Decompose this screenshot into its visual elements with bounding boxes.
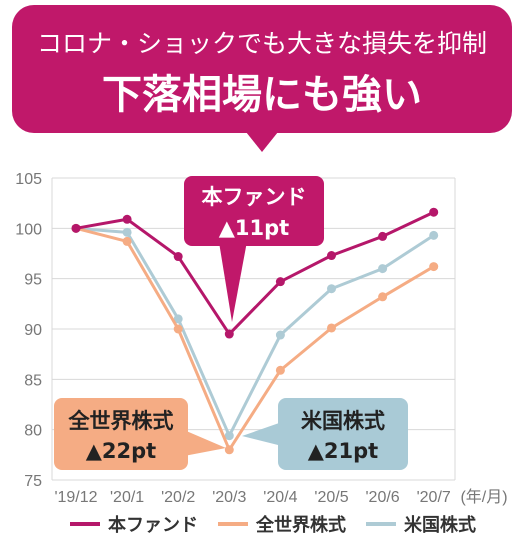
callout-world-value: ▲22pt	[86, 439, 156, 463]
x-tick-label: '20/2	[161, 489, 195, 506]
x-tick-label: '19/12	[54, 489, 97, 506]
data-point	[122, 236, 132, 246]
data-point	[122, 227, 132, 237]
data-point	[122, 214, 132, 224]
data-point	[71, 223, 81, 233]
data-point	[224, 329, 234, 339]
y-tick-label: 95	[24, 272, 42, 289]
series-lines	[71, 207, 439, 455]
y-tick-label: 90	[24, 322, 42, 339]
data-point	[173, 252, 183, 262]
data-point	[378, 292, 388, 302]
x-tick-label: '20/6	[365, 489, 399, 506]
callout-us-title: 米国株式	[301, 409, 385, 433]
y-tick-label: 100	[15, 221, 42, 238]
headline-banner: コロナ・ショックでも大きな損失を抑制 下落相場にも強い	[12, 5, 512, 152]
data-point	[378, 264, 388, 274]
y-axis-ticks: 75 80 85 90 95 100 105	[15, 171, 42, 490]
data-point	[327, 251, 336, 261]
data-point	[429, 230, 439, 240]
legend-label: 本ファンド	[108, 514, 198, 536]
data-point	[378, 231, 388, 241]
data-point	[224, 431, 234, 441]
y-tick-label: 85	[24, 372, 42, 389]
legend-label: 全世界株式	[255, 514, 346, 536]
legend-label: 米国株式	[404, 514, 476, 536]
data-point	[224, 445, 234, 455]
data-point	[173, 324, 183, 334]
callout-world-title: 全世界株式	[68, 409, 174, 433]
headline-line1: コロナ・ショックでも大きな損失を抑制	[37, 29, 487, 58]
callout-fund: 本ファンド ▲11pt	[184, 176, 324, 322]
data-point	[275, 277, 285, 287]
x-tick-label: '20/4	[263, 489, 297, 506]
callout-us-value: ▲21pt	[308, 439, 378, 463]
series-line	[75, 226, 435, 438]
callout-us: 米国株式 ▲21pt	[242, 398, 408, 470]
data-point	[275, 365, 285, 375]
x-tick-label: '20/7	[417, 489, 451, 506]
grid	[51, 177, 456, 481]
y-tick-label: 105	[15, 171, 42, 188]
data-point	[173, 314, 183, 324]
x-tick-label: '20/5	[314, 489, 348, 506]
series-line	[75, 226, 435, 452]
x-tick-label: '20/3	[212, 489, 246, 506]
series-line	[75, 210, 435, 336]
series-0	[71, 207, 439, 339]
data-point	[429, 207, 439, 217]
legend-item: 全世界株式	[218, 514, 346, 536]
legend-item: 本ファンド	[70, 514, 198, 536]
callout-fund-value: ▲11pt	[219, 216, 289, 240]
y-tick-label: 80	[24, 423, 42, 440]
legend-item: 米国株式	[366, 514, 476, 536]
data-point	[429, 262, 439, 272]
data-point	[275, 330, 285, 340]
data-point	[327, 284, 336, 294]
y-tick-label: 75	[24, 473, 42, 490]
x-unit-label: (年/月)	[460, 488, 507, 506]
headline-line2: 下落相場にも強い	[102, 72, 422, 118]
x-axis-ticks: '19/12 '20/1 '20/2 '20/3 '20/4 '20/5 '20/6 '20/…	[54, 489, 450, 506]
callout-world: 全世界株式 ▲22pt	[54, 398, 226, 470]
data-point	[327, 323, 336, 333]
callout-fund-title: 本ファンド	[202, 185, 307, 209]
x-tick-label: '20/1	[110, 489, 144, 506]
legend: 本ファンド 全世界株式 米国株式	[70, 514, 476, 536]
